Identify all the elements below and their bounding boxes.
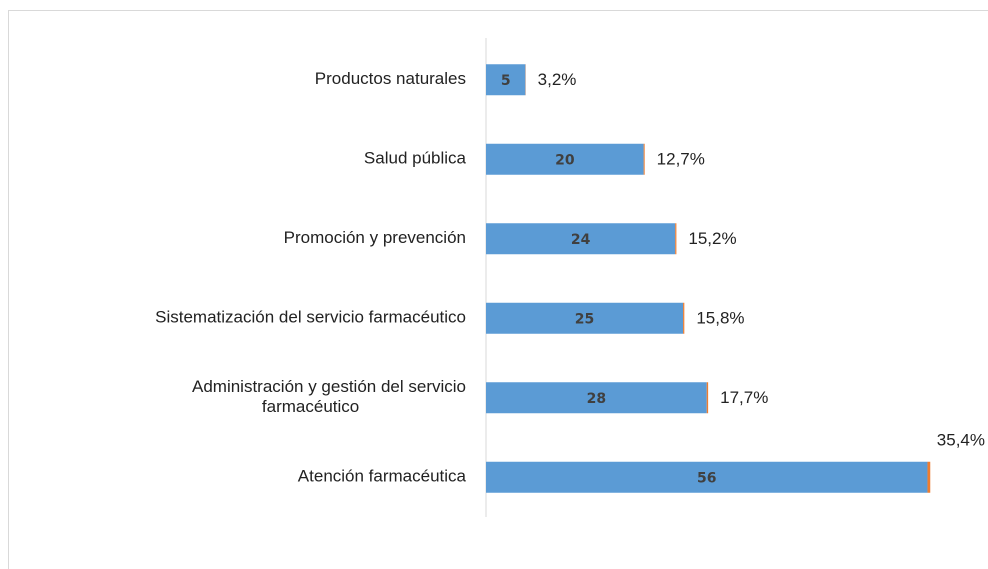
bar: [486, 302, 684, 334]
bar: [706, 382, 709, 414]
value-label: 17,7%: [720, 388, 768, 407]
bar: [683, 302, 685, 334]
value-label: 20: [555, 152, 575, 168]
y-tick-label: Administración y gestión del servicio far…: [192, 377, 466, 416]
bar: [486, 223, 676, 255]
bar: [675, 223, 677, 255]
y-tick-label: Salud pública: [364, 149, 467, 168]
value-label: 24: [571, 232, 591, 248]
value-label: 3,2%: [538, 70, 577, 89]
value-label: 15,8%: [696, 309, 744, 328]
y-tick-label: Sistematización del servicio farmacéutic…: [155, 308, 466, 327]
bar: [486, 461, 928, 493]
bar: [486, 143, 644, 175]
y-tick-label: Productos naturales: [315, 69, 466, 88]
bar: [643, 143, 645, 175]
y-tick-label: Promoción y prevención: [284, 228, 466, 247]
value-label: 56: [697, 470, 716, 486]
value-label: 28: [587, 391, 606, 407]
y-tick-label: Atención farmacéutica: [298, 467, 467, 486]
bar: [927, 461, 931, 493]
value-label: 15,2%: [688, 229, 736, 248]
value-label: 5: [501, 73, 511, 89]
bar: [486, 382, 707, 414]
bar: [486, 64, 526, 96]
chart-frame: [8, 10, 988, 569]
value-label: 35,4%: [937, 431, 985, 450]
value-label: 12,7%: [657, 150, 705, 169]
value-label: 25: [575, 311, 594, 327]
